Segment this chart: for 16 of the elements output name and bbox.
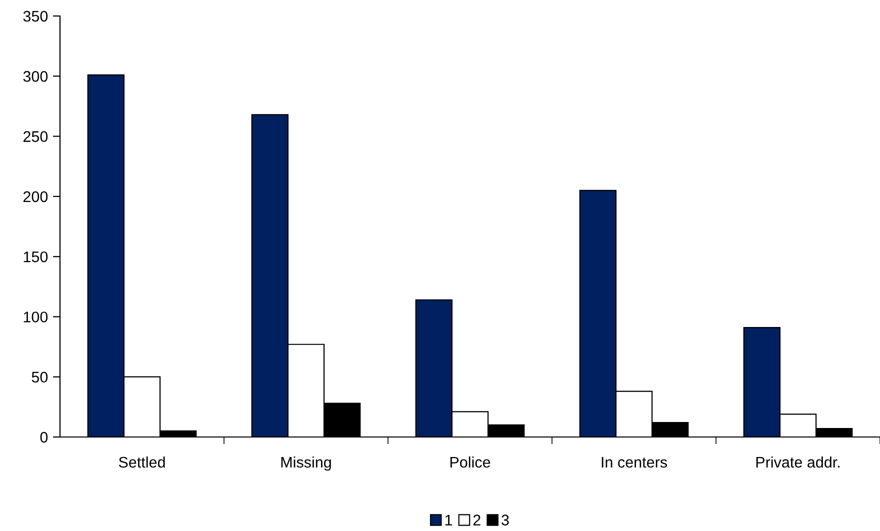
y-tick-label: 150: [24, 251, 48, 262]
y-tick-label: 50: [32, 372, 48, 383]
x-tick-label: Police: [450, 456, 490, 468]
legend-label: 2: [473, 514, 480, 526]
y-tick-label: 200: [23, 191, 48, 202]
x-tick-label: Settled: [118, 456, 165, 468]
legend-label: 3: [502, 514, 509, 526]
y-tick-label: 350: [23, 10, 48, 22]
y-tick-label: 250: [23, 131, 48, 142]
x-tick-label: In centers: [602, 457, 667, 468]
y-tick-label: 100: [24, 312, 48, 322]
x-tick-label: Missing: [281, 456, 331, 471]
legend-label: 1: [445, 514, 452, 526]
y-tick-label: 0: [40, 432, 48, 443]
x-tick-label: Private addr.: [756, 456, 840, 468]
y-tick-label: 300: [23, 71, 48, 82]
